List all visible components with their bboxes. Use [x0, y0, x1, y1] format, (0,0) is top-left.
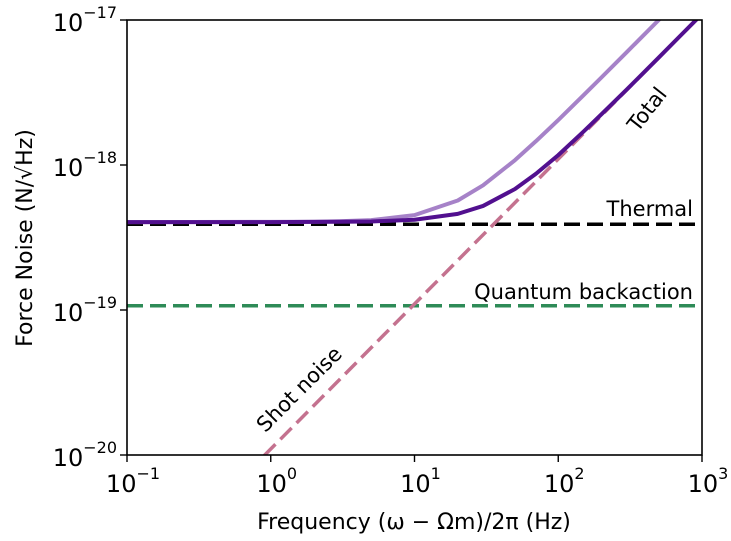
- tick-exponent: 2: [574, 464, 584, 483]
- tick-base: 10: [688, 470, 719, 498]
- series-label: Thermal: [606, 197, 693, 221]
- tick-base: 10: [256, 470, 287, 498]
- tick-label: 101: [400, 464, 441, 499]
- tick-label: 10−17: [53, 3, 117, 38]
- tick-label: 10−20: [53, 438, 117, 473]
- tick-exponent: −20: [83, 438, 117, 457]
- tick-exponent: −1: [136, 464, 160, 483]
- tick-exponent: 0: [287, 464, 297, 483]
- series-label: Quantum backaction: [474, 280, 693, 304]
- tick-base: 10: [400, 470, 431, 498]
- tick-base: 10: [53, 299, 84, 327]
- series-label: Total: [622, 83, 672, 137]
- y-axis-label: Force Noise (N/√Hz): [13, 129, 38, 347]
- x-axis-label: Frequency (ω − Ωm)/2π (Hz): [257, 510, 571, 535]
- tick-base: 10: [106, 470, 137, 498]
- tick-exponent: 3: [718, 464, 728, 483]
- tick-label: 102: [544, 464, 585, 499]
- series-line: [127, 20, 662, 225]
- tick-exponent: −18: [83, 148, 117, 167]
- tick-exponent: 1: [431, 464, 441, 483]
- tick-label: 10−18: [53, 148, 117, 183]
- tick-label: 10−19: [53, 293, 117, 328]
- series-line: [127, 20, 699, 225]
- tick-base: 10: [53, 9, 84, 37]
- tick-exponent: −17: [83, 3, 117, 22]
- plot-area: [127, 20, 702, 455]
- tick-base: 10: [53, 154, 84, 182]
- tick-label: 10−1: [106, 464, 160, 499]
- tick-base: 10: [53, 444, 84, 472]
- tick-label: 103: [688, 464, 729, 499]
- tick-base: 10: [544, 470, 575, 498]
- tick-exponent: −19: [83, 293, 117, 312]
- axes-frame: [126, 19, 703, 456]
- tick-label: 100: [256, 464, 297, 499]
